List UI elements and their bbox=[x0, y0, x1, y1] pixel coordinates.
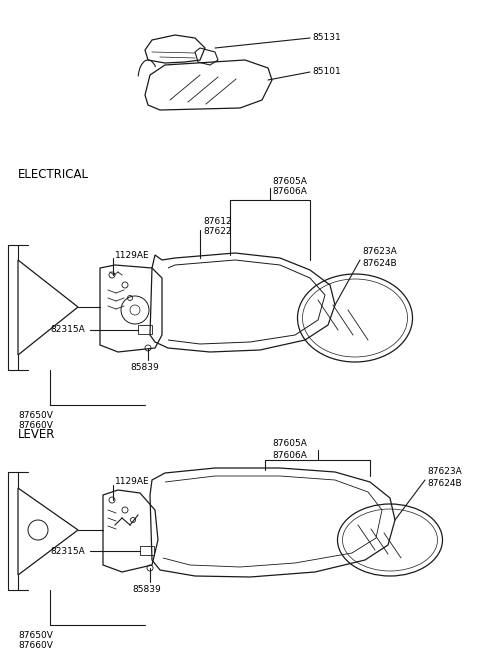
Text: 87624B: 87624B bbox=[427, 479, 462, 487]
Text: 85839: 85839 bbox=[132, 584, 161, 593]
Bar bbox=[138, 325, 152, 334]
Text: 87660V: 87660V bbox=[18, 421, 53, 430]
Text: 87605A: 87605A bbox=[272, 176, 307, 185]
Text: 1129AE: 1129AE bbox=[115, 250, 150, 259]
Text: 87623A: 87623A bbox=[427, 468, 462, 476]
Text: 1129AE: 1129AE bbox=[115, 476, 150, 485]
Text: 82315A: 82315A bbox=[50, 326, 85, 335]
Text: 85839: 85839 bbox=[130, 362, 159, 371]
Text: LEVER: LEVER bbox=[18, 428, 55, 441]
Text: 85131: 85131 bbox=[312, 33, 341, 43]
Text: 85101: 85101 bbox=[312, 67, 341, 77]
Text: 87605A: 87605A bbox=[272, 440, 307, 449]
Bar bbox=[140, 546, 154, 555]
Text: 82315A: 82315A bbox=[50, 546, 85, 555]
Text: 87660V: 87660V bbox=[18, 641, 53, 650]
Text: 87606A: 87606A bbox=[272, 187, 307, 196]
Text: 87650V: 87650V bbox=[18, 411, 53, 419]
Text: 87624B: 87624B bbox=[362, 259, 396, 267]
Text: 87650V: 87650V bbox=[18, 631, 53, 641]
Text: 87622: 87622 bbox=[203, 227, 231, 236]
Text: 87623A: 87623A bbox=[362, 248, 397, 257]
Text: 87612: 87612 bbox=[203, 217, 232, 225]
Text: 87606A: 87606A bbox=[272, 451, 307, 460]
Text: ELECTRICAL: ELECTRICAL bbox=[18, 168, 89, 181]
